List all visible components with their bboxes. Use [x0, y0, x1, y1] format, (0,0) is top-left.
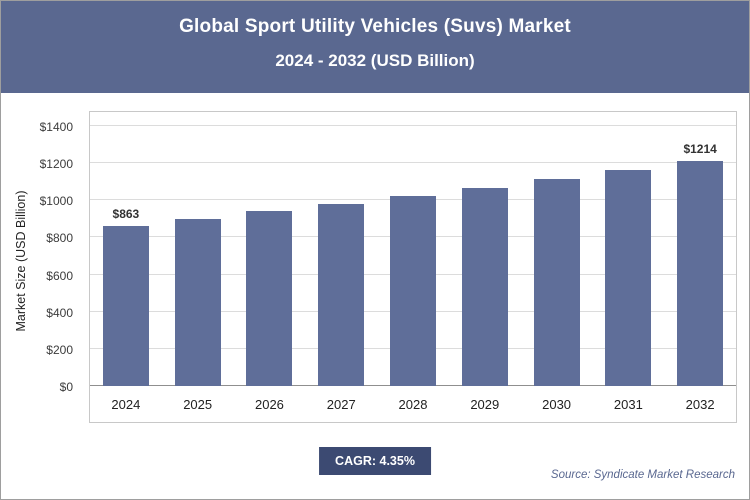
x-tick-label: 2026 — [254, 397, 284, 412]
y-tick-label: $600 — [46, 268, 73, 283]
y-tick-label: $200 — [46, 342, 73, 357]
chart-header: Global Sport Utility Vehicles (Suvs) Mar… — [1, 1, 749, 93]
chart-footer: CAGR: 4.35% Source: Syndicate Market Res… — [1, 431, 749, 499]
bars-group: $863 $1214 — [90, 126, 736, 386]
bar-slot-2028 — [377, 126, 449, 386]
bar-slot-2032: $1214 — [664, 126, 736, 386]
chart-title: Global Sport Utility Vehicles (Suvs) Mar… — [179, 16, 571, 37]
bar-2028 — [390, 196, 437, 386]
plot-area: $863 $1214 2024 2025 2026 2027 2028 2029 2030 20… — [89, 111, 737, 423]
x-tick-label: 2027 — [326, 397, 356, 412]
x-tick-label: 2029 — [470, 397, 500, 412]
y-tick-label: $0 — [59, 380, 73, 394]
x-tick-label: 2030 — [542, 397, 572, 412]
bar-slot-2025 — [162, 126, 234, 386]
y-axis-ticks: $0 $200 $400 $600 $800 $1000 $1200 $1400 — [19, 111, 81, 423]
bar-2024 — [102, 225, 149, 386]
gridline — [90, 162, 736, 164]
y-tick-label: $400 — [46, 305, 73, 320]
bar-2026 — [246, 211, 293, 386]
bar-slot-2031 — [592, 126, 664, 386]
source-text: Source: Syndicate Market Research — [550, 469, 735, 481]
bar-2025 — [174, 218, 221, 386]
bar-2032 — [677, 160, 724, 386]
x-tick-label: 2025 — [183, 397, 213, 412]
bar-value-label: $863 — [112, 206, 140, 221]
gridline — [90, 125, 736, 126]
chart-subtitle: 2024 - 2032 (USD Billion) — [275, 51, 475, 70]
x-axis-labels: 2024 2025 2026 2027 2028 2029 2030 2031 2032 — [90, 387, 736, 422]
y-tick-label: $1400 — [39, 120, 73, 134]
bar-slot-2024: $863 — [90, 126, 162, 386]
chart-region: Market Size (USD Billion) $0 $200 $400 $600… — [1, 93, 749, 433]
y-tick-label: $1200 — [39, 157, 73, 172]
bar-slot-2026 — [234, 126, 306, 386]
x-tick-label: 2024 — [111, 397, 141, 412]
bar-slot-2029 — [449, 126, 521, 386]
x-tick-label: 2028 — [398, 397, 428, 412]
bar-2030 — [533, 179, 580, 386]
bar-2027 — [318, 203, 365, 386]
bar-slot-2030 — [521, 126, 593, 386]
x-tick-label: 2031 — [613, 397, 643, 412]
bar-value-label: $1214 — [683, 141, 717, 156]
y-tick-label: $800 — [46, 231, 73, 246]
y-tick-label: $1000 — [39, 194, 73, 209]
bar-2029 — [461, 187, 508, 386]
bar-2031 — [605, 170, 652, 386]
cagr-badge: CAGR: 4.35% — [319, 447, 431, 475]
x-tick-label: 2032 — [685, 397, 715, 412]
bar-slot-2027 — [305, 126, 377, 386]
